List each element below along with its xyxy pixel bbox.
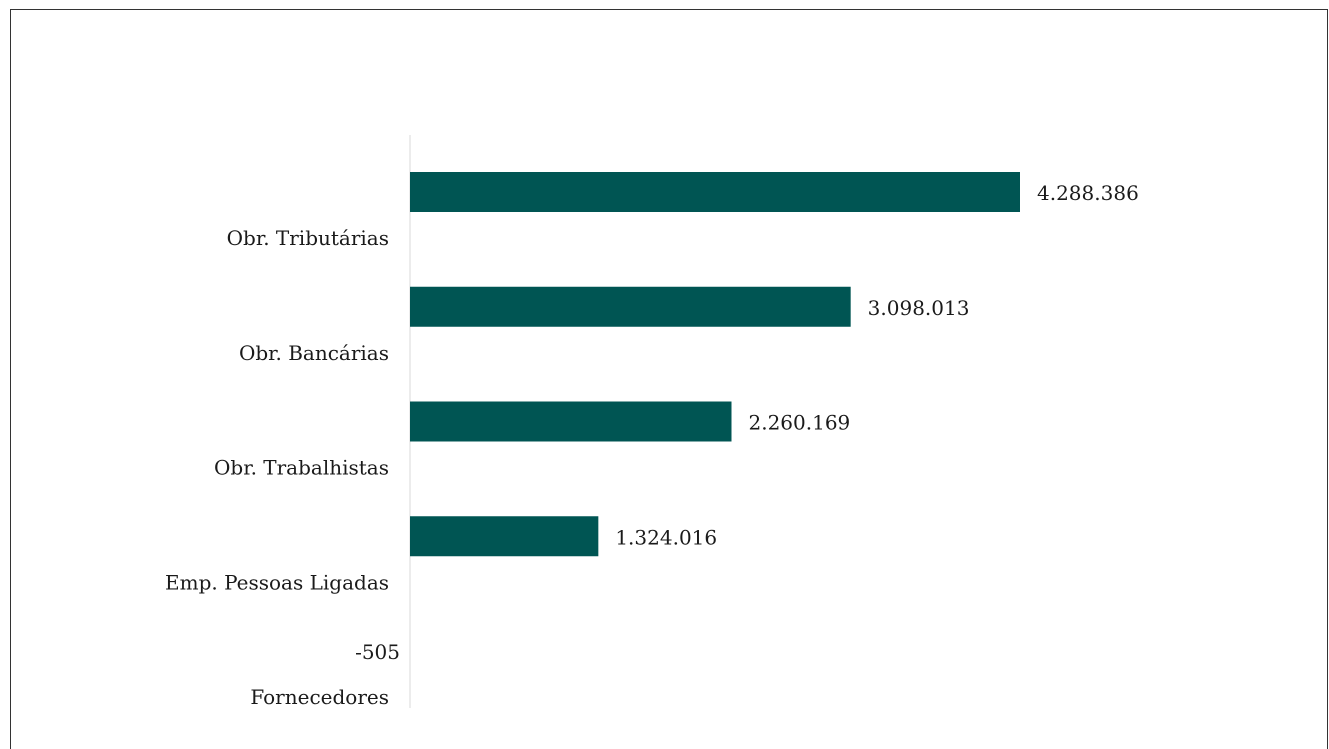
category-label-2: Obr. Trabalhistas [214,456,389,480]
bar-1 [410,286,851,327]
labels-group: 4.288.386 Obr. Tributárias 3.098.013 Obr. B… [165,181,1139,709]
value-label-1: 3.098.013 [868,296,970,320]
value-label-0: 4.288.386 [1037,181,1139,205]
value-label-3: 1.324.016 [615,525,717,549]
bar-3 [410,516,599,557]
category-label-1: Obr. Bancárias [239,341,389,365]
value-label-2: 2.260.169 [748,411,850,435]
category-label-0: Obr. Tributárias [227,226,389,250]
category-label-4: Fornecedores [250,685,389,709]
bars-group [410,172,1020,557]
bar-2 [410,401,732,442]
chart-frame [10,9,1328,749]
value-label-4: -505 [355,640,400,664]
category-label-3: Emp. Pessoas Ligadas [165,570,389,594]
bar-0 [410,172,1020,212]
